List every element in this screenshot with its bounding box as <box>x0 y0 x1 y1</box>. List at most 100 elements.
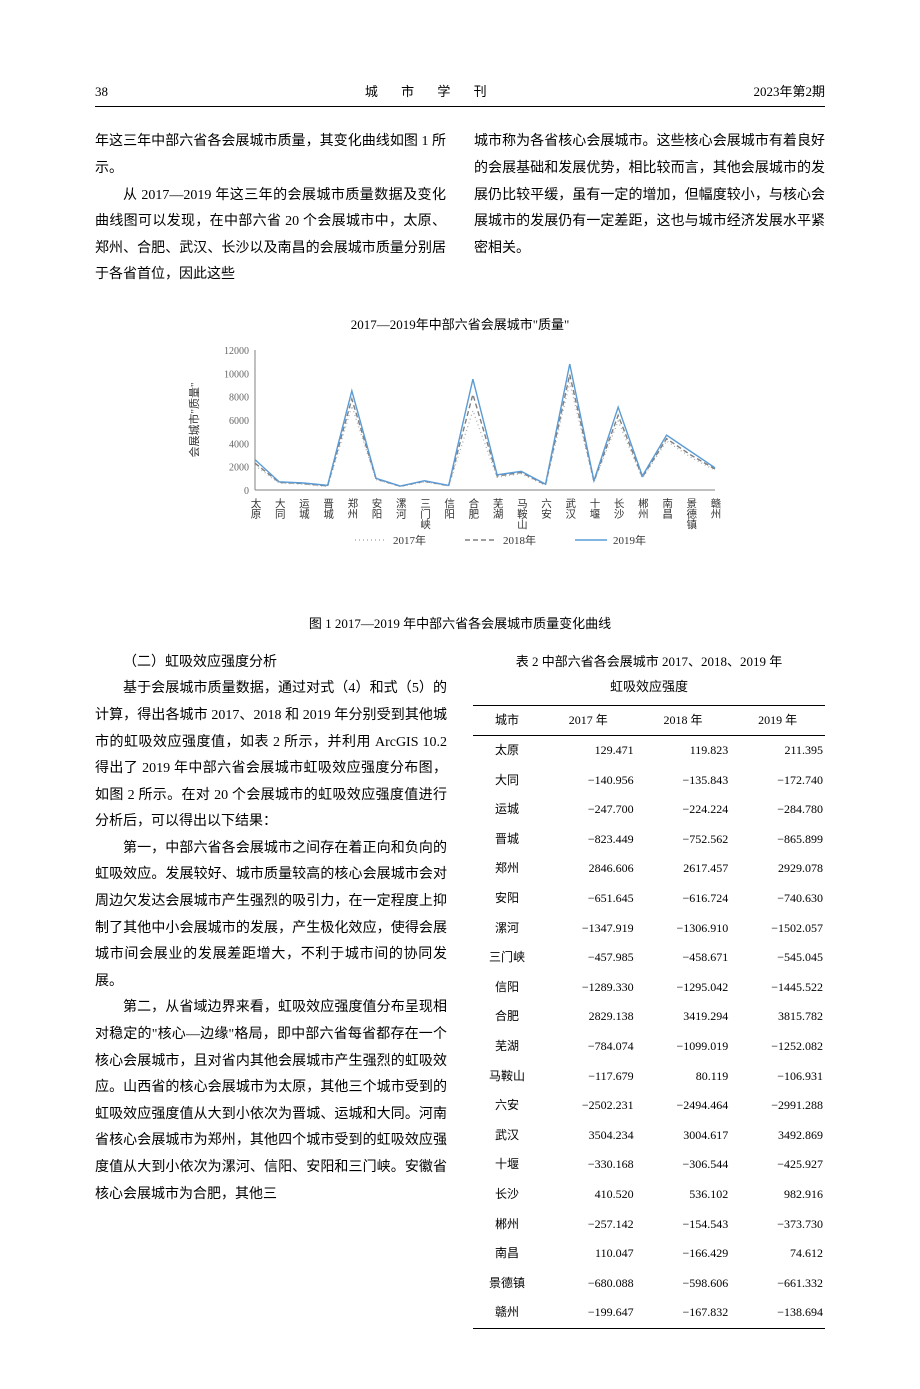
svg-text:2019年: 2019年 <box>613 533 646 547</box>
table-cell: −257.142 <box>541 1210 636 1240</box>
table-row: 六安−2502.231−2494.464−2991.288 <box>473 1091 825 1121</box>
table-cell: −598.606 <box>636 1269 731 1299</box>
table-cell: 武汉 <box>473 1121 541 1151</box>
journal-title: 城 市 学 刊 <box>365 80 497 103</box>
table-cell: −135.843 <box>636 766 731 796</box>
table-cell: −166.429 <box>636 1239 731 1269</box>
table-cell: −138.694 <box>730 1298 825 1328</box>
issue-info: 2023年第2期 <box>753 80 825 103</box>
table-cell: −172.740 <box>730 766 825 796</box>
table-cell: −1295.042 <box>636 973 731 1003</box>
table-cell: 长沙 <box>473 1180 541 1210</box>
table-cell: −284.780 <box>730 795 825 825</box>
para-tl1: 年这三年中部六省各会展城市质量，其变化曲线如图 1 所示。 <box>95 129 446 182</box>
table-cell: −458.671 <box>636 943 731 973</box>
svg-text:大同: 大同 <box>274 498 285 521</box>
figure-1: 2017—2019年中部六省会展城市"质量" 02000400060008000… <box>95 313 825 636</box>
table-cell: 211.395 <box>730 736 825 766</box>
table-cell: 景德镇 <box>473 1269 541 1299</box>
table-cell: −167.832 <box>636 1298 731 1328</box>
table-header-cell: 2019 年 <box>730 705 825 736</box>
svg-text:信阳: 信阳 <box>443 498 454 519</box>
subhead-siphon: （二）虹吸效应强度分析 <box>95 650 447 677</box>
table-cell: −661.332 <box>730 1269 825 1299</box>
table-row: 合肥2829.1383419.2943815.782 <box>473 1002 825 1032</box>
table-cell: 大同 <box>473 766 541 796</box>
table-cell: 郑州 <box>473 854 541 884</box>
table-row: 郴州−257.142−154.543−373.730 <box>473 1210 825 1240</box>
table-cell: 运城 <box>473 795 541 825</box>
table-row: 十堰−330.168−306.544−425.927 <box>473 1150 825 1180</box>
svg-text:0: 0 <box>244 486 249 497</box>
para-tl2: 从 2017—2019 年这三年的会展城市质量数据及变化曲线图可以发现，在中部六… <box>95 183 446 289</box>
table-cell: −2494.464 <box>636 1091 731 1121</box>
table-cell: 2829.138 <box>541 1002 636 1032</box>
table-cell: 2846.606 <box>541 854 636 884</box>
table-header-cell: 2018 年 <box>636 705 731 736</box>
table-cell: 3492.869 <box>730 1121 825 1151</box>
table-cell: 十堰 <box>473 1150 541 1180</box>
table-cell: −1445.522 <box>730 973 825 1003</box>
svg-text:8000: 8000 <box>229 393 249 404</box>
svg-text:12000: 12000 <box>224 346 249 357</box>
svg-text:6000: 6000 <box>229 416 249 427</box>
svg-text:郑州: 郑州 <box>346 498 357 520</box>
table-cell: 晋城 <box>473 825 541 855</box>
table-cell: 南昌 <box>473 1239 541 1269</box>
para-b1: 基于会展城市质量数据，通过对式（4）和式（5）的计算，得出各城市 2017、20… <box>95 676 447 836</box>
table-cell: −545.045 <box>730 943 825 973</box>
table-cell: 536.102 <box>636 1180 731 1210</box>
table-cell: 982.916 <box>730 1180 825 1210</box>
svg-text:安阳: 安阳 <box>371 498 382 520</box>
table-cell: 80.119 <box>636 1062 731 1092</box>
table-cell: 合肥 <box>473 1002 541 1032</box>
table-row: 漯河−1347.919−1306.910−1502.057 <box>473 914 825 944</box>
table-cell: 74.612 <box>730 1239 825 1269</box>
table-cell: −425.927 <box>730 1150 825 1180</box>
para-tr1: 城市称为各省核心会展城市。这些核心会展城市有着良好的会展基础和发展优势，相比较而… <box>474 129 825 262</box>
header-bar: 38 城 市 学 刊 2023年第2期 <box>95 80 825 107</box>
svg-text:赣州: 赣州 <box>710 498 721 520</box>
table-cell: −680.088 <box>541 1269 636 1299</box>
svg-text:漯河: 漯河 <box>395 498 406 519</box>
table-cell: 3504.234 <box>541 1121 636 1151</box>
svg-text:运城: 运城 <box>298 498 309 520</box>
table-row: 马鞍山−117.67980.119−106.931 <box>473 1062 825 1092</box>
table-cell: −1252.082 <box>730 1032 825 1062</box>
table-row: 武汉3504.2343004.6173492.869 <box>473 1121 825 1151</box>
table-row: 芜湖−784.074−1099.019−1252.082 <box>473 1032 825 1062</box>
table-cell: −2502.231 <box>541 1091 636 1121</box>
svg-text:合肥: 合肥 <box>467 498 478 521</box>
table-row: 大同−140.956−135.843−172.740 <box>473 766 825 796</box>
table-row: 长沙410.520536.102982.916 <box>473 1180 825 1210</box>
table-cell: 三门峡 <box>473 943 541 973</box>
table-cell: −616.724 <box>636 884 731 914</box>
svg-text:2000: 2000 <box>229 463 249 474</box>
svg-text:十堰: 十堰 <box>588 498 599 520</box>
table-cell: −154.543 <box>636 1210 731 1240</box>
table-row: 运城−247.700−224.224−284.780 <box>473 795 825 825</box>
table-cell: −140.956 <box>541 766 636 796</box>
table-2-block: 表 2 中部六省各会展城市 2017、2018、2019 年 虹吸效应强度 城市… <box>473 650 825 1329</box>
table-cell: −457.985 <box>541 943 636 973</box>
para-b2: 第一，中部六省各会展城市之间存在着正向和负向的虹吸效应。发展较好、城市质量较高的… <box>95 836 447 996</box>
table-body: 太原129.471119.823211.395大同−140.956−135.84… <box>473 736 825 1329</box>
svg-text:会展城市"质量": 会展城市"质量" <box>187 383 201 458</box>
table-cell: 410.520 <box>541 1180 636 1210</box>
table-cell: 2929.078 <box>730 854 825 884</box>
svg-text:郴州: 郴州 <box>637 498 648 520</box>
table-cell: −117.679 <box>541 1062 636 1092</box>
table-cell: −651.645 <box>541 884 636 914</box>
svg-text:4000: 4000 <box>229 440 249 451</box>
table-cell: −865.899 <box>730 825 825 855</box>
table-row: 信阳−1289.330−1295.042−1445.522 <box>473 973 825 1003</box>
table-cell: −1306.910 <box>636 914 731 944</box>
svg-text:马鞍山: 马鞍山 <box>516 498 527 530</box>
table-row: 三门峡−457.985−458.671−545.045 <box>473 943 825 973</box>
table-row: 郑州2846.6062617.4572929.078 <box>473 854 825 884</box>
table-header-cell: 2017 年 <box>541 705 636 736</box>
table-cell: −2991.288 <box>730 1091 825 1121</box>
table-cell: −740.630 <box>730 884 825 914</box>
table-cell: 3004.617 <box>636 1121 731 1151</box>
table-cell: 信阳 <box>473 973 541 1003</box>
